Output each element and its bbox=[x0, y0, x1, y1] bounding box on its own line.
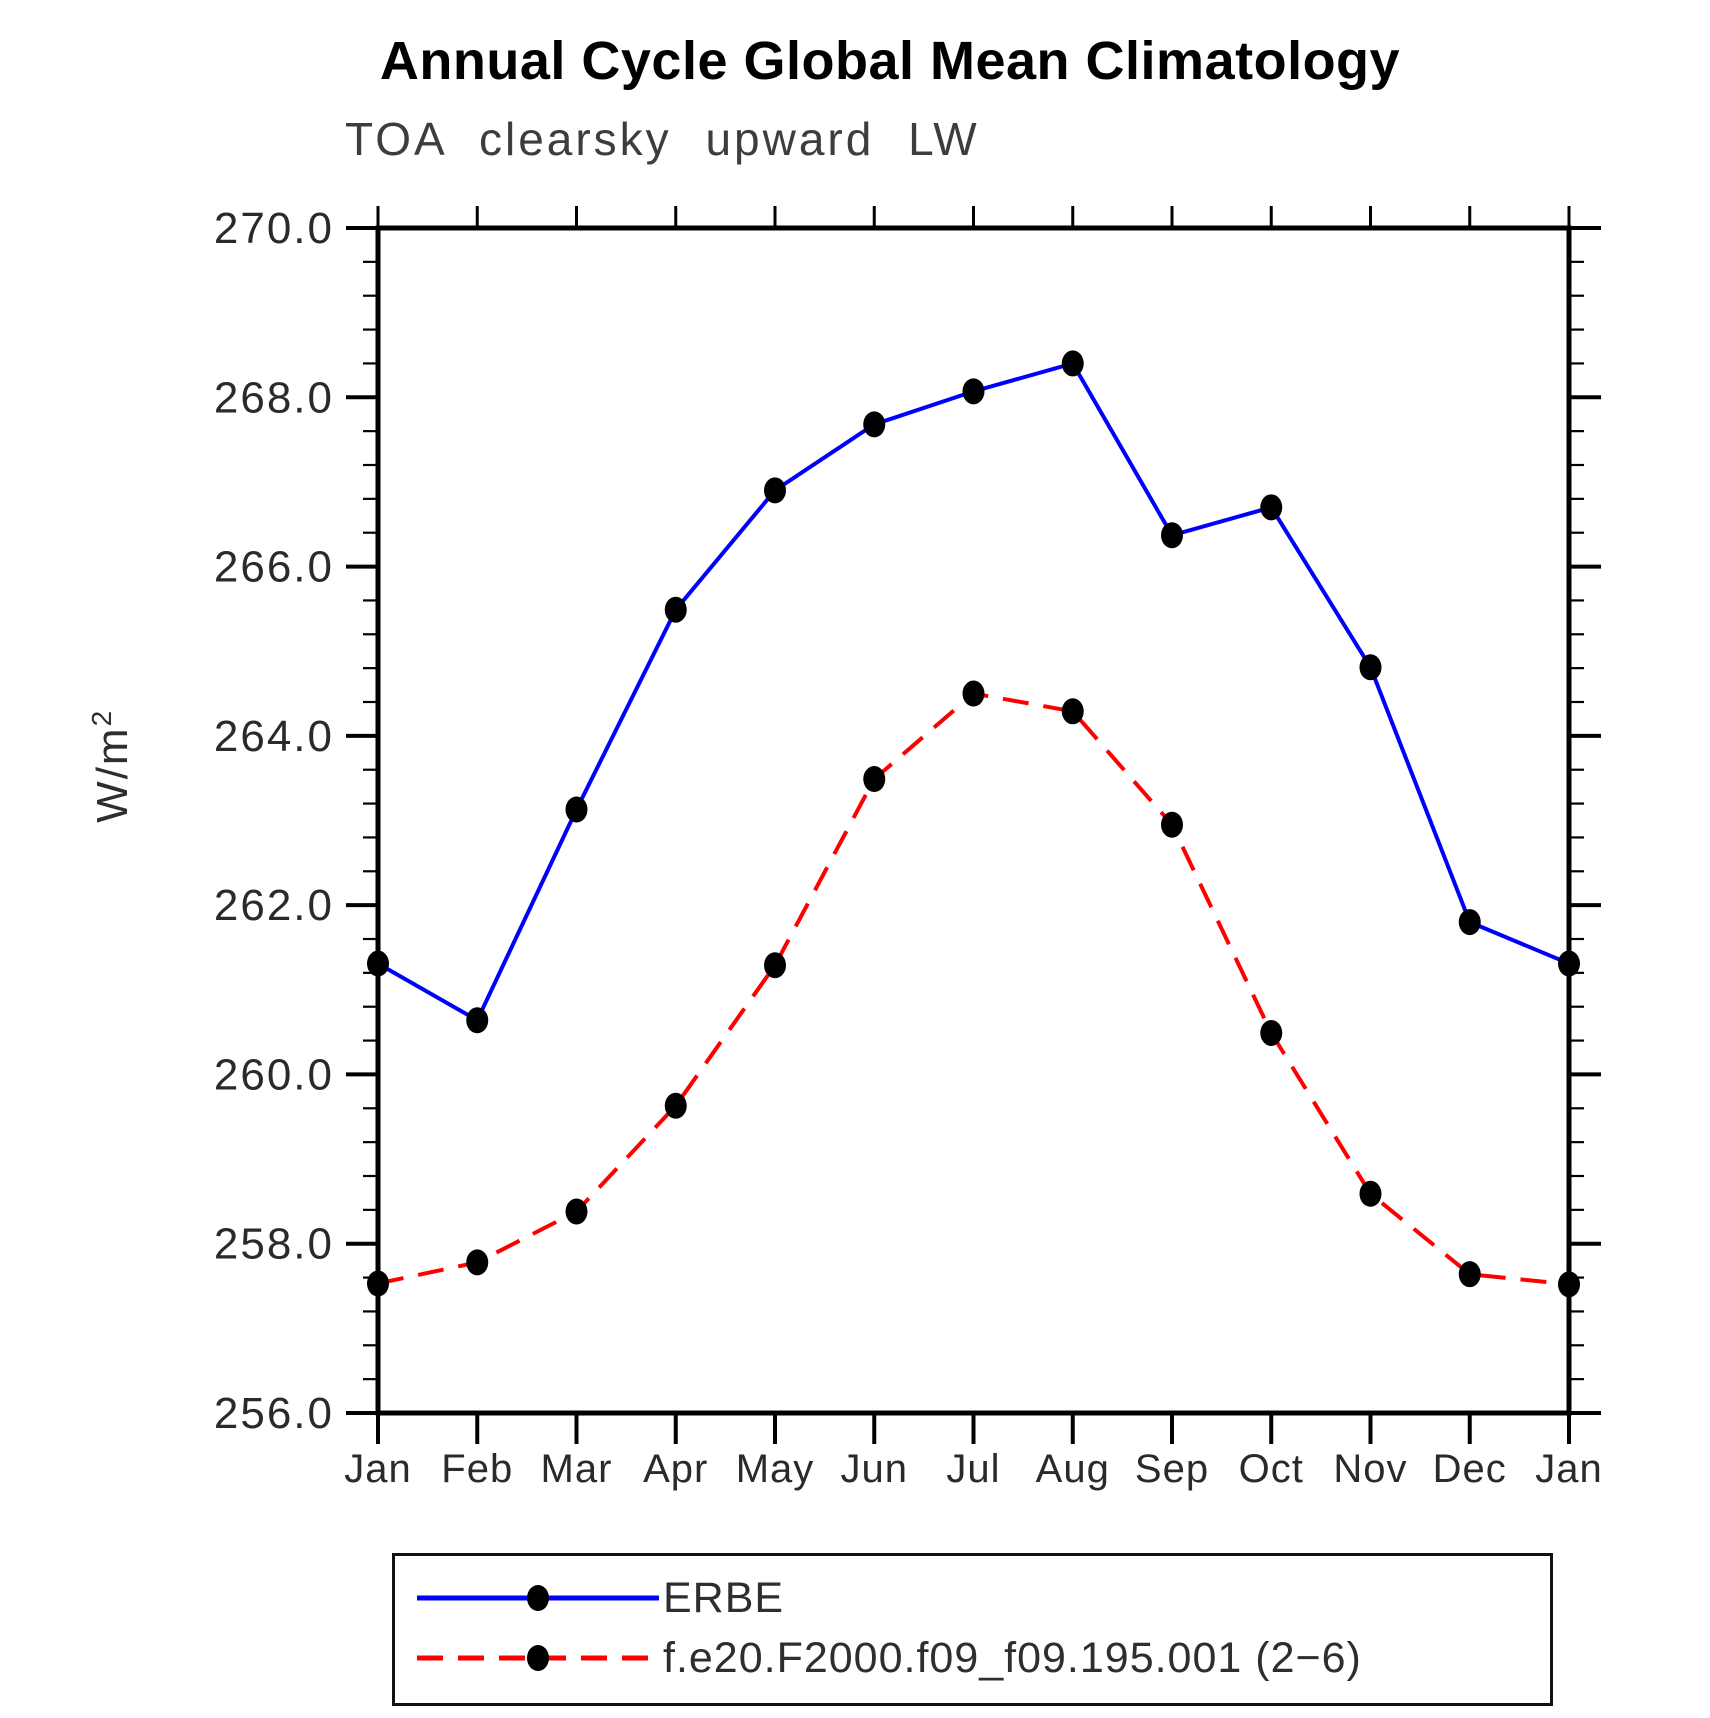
y-tick-label: 270.0 bbox=[214, 204, 334, 253]
data-point bbox=[1458, 909, 1481, 936]
chart-subtitle: TOA clearsky upward LW bbox=[345, 113, 980, 165]
x-tick-label: Jul bbox=[946, 1447, 1000, 1491]
data-point bbox=[1359, 1180, 1382, 1207]
data-point bbox=[764, 952, 786, 979]
data-point bbox=[664, 1092, 687, 1119]
data-point bbox=[1161, 522, 1183, 549]
data-point bbox=[1061, 698, 1084, 725]
x-tick-label: Mar bbox=[541, 1447, 613, 1491]
x-tick-label: Nov bbox=[1333, 1447, 1407, 1491]
data-point bbox=[565, 1198, 588, 1225]
data-point bbox=[1558, 1271, 1580, 1298]
legend-marker-model bbox=[527, 1645, 549, 1671]
data-point bbox=[466, 1249, 489, 1276]
legend-label-model: f.e20.F2000.f09_f09.195.001 (2−6) bbox=[663, 1633, 1362, 1682]
legend-line-sample-model bbox=[417, 1645, 659, 1671]
data-point bbox=[863, 411, 886, 438]
y-tick-label: 256.0 bbox=[214, 1389, 334, 1438]
data-point bbox=[664, 596, 687, 623]
data-point bbox=[1558, 950, 1580, 977]
x-tick-label: Sep bbox=[1135, 1447, 1209, 1491]
y-tick-label: 266.0 bbox=[214, 543, 334, 592]
data-point bbox=[1260, 494, 1283, 521]
data-point bbox=[1359, 654, 1382, 681]
y-tick-label: 268.0 bbox=[214, 373, 334, 422]
x-tick-label: Jan bbox=[344, 1447, 412, 1491]
data-point bbox=[962, 378, 985, 405]
data-point bbox=[764, 477, 786, 504]
plot-box bbox=[375, 225, 1572, 1416]
x-tick-label: May bbox=[736, 1447, 815, 1491]
legend-label-erbe: ERBE bbox=[663, 1573, 785, 1622]
y-tick-label: 260.0 bbox=[214, 1050, 334, 1099]
data-point bbox=[367, 950, 389, 977]
data-point bbox=[565, 796, 588, 823]
y-tick-label: 262.0 bbox=[214, 881, 334, 930]
legend-entry-model: f.e20.F2000.f09_f09.195.001 (2−6) bbox=[395, 1634, 1550, 1682]
x-tick-label: Apr bbox=[643, 1447, 708, 1491]
legend-entry-erbe: ERBE bbox=[395, 1574, 1550, 1622]
y-tick-label: 258.0 bbox=[214, 1220, 334, 1269]
x-tick-label: Aug bbox=[1036, 1447, 1110, 1491]
data-point bbox=[367, 1270, 389, 1297]
data-point bbox=[1260, 1019, 1283, 1046]
x-tick-label: Jan bbox=[1535, 1447, 1603, 1491]
x-tick-label: Jun bbox=[841, 1447, 909, 1491]
y-tick-label: 264.0 bbox=[214, 712, 334, 761]
legend: ERBE f.e20.F2000.f09_f09.195.001 (2−6) bbox=[392, 1553, 1553, 1706]
x-tick-label: Feb bbox=[441, 1447, 513, 1491]
legend-line-sample-erbe bbox=[417, 1585, 659, 1611]
x-tick-label: Oct bbox=[1239, 1447, 1304, 1491]
data-point bbox=[466, 1007, 489, 1034]
series-line-model bbox=[377, 691, 1570, 1287]
data-point bbox=[1061, 350, 1084, 377]
data-point bbox=[1161, 811, 1183, 838]
chart-title: Annual Cycle Global Mean Climatology bbox=[379, 31, 1401, 91]
data-point bbox=[1458, 1261, 1481, 1288]
x-tick-label: Dec bbox=[1433, 1447, 1507, 1491]
data-point bbox=[863, 766, 886, 793]
data-point bbox=[962, 680, 985, 707]
legend-marker-erbe bbox=[527, 1585, 549, 1611]
